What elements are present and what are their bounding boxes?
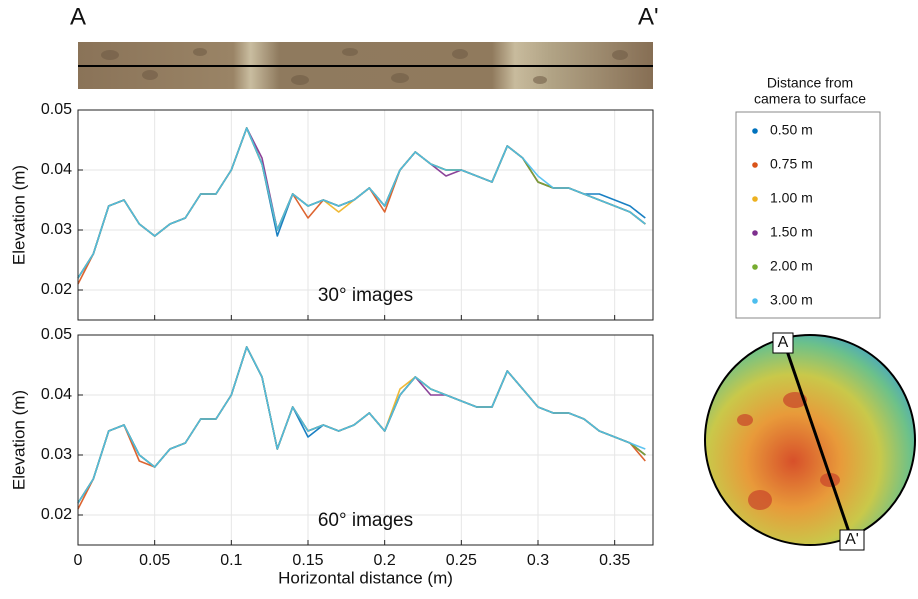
legend-marker: [752, 264, 758, 270]
x-tick-label: 0.15: [292, 552, 323, 569]
profile-line: [77, 346, 646, 504]
legend-marker: [752, 128, 758, 134]
y-tick-label: 0.05: [41, 326, 72, 343]
legend-label: 1.50 m: [770, 224, 813, 240]
plot-frame: [77, 334, 654, 546]
map-label-box: [772, 332, 794, 354]
y-tick-label: 0.02: [41, 506, 72, 523]
map-section-line: [783, 344, 852, 536]
legend-label: 1.00 m: [770, 190, 813, 206]
legend-title: Distance from: [767, 75, 853, 91]
legend-marker: [752, 162, 758, 168]
plot-frame: [77, 109, 654, 321]
legend-label: 0.75 m: [770, 156, 813, 172]
map-start-label: A: [778, 334, 789, 351]
profile-line: [77, 127, 646, 279]
legend-marker: [752, 196, 758, 202]
profile-line: [77, 346, 646, 504]
elevation-map: [704, 334, 916, 546]
y-axis-label: Elevation (m): [9, 165, 28, 265]
panel-annotation: 30° images: [318, 285, 413, 306]
profile-line: [77, 346, 646, 504]
x-tick-label: 0.2: [374, 552, 396, 569]
map-end-label: A': [845, 531, 859, 548]
legend-marker: [752, 298, 758, 304]
profile-line: [77, 346, 646, 504]
profile-line: [77, 346, 646, 504]
y-tick-label: 0.04: [41, 386, 72, 403]
x-tick-label: 0.25: [446, 552, 477, 569]
y-tick-label: 0.04: [41, 161, 72, 178]
photo-texture: [101, 48, 628, 85]
y-tick-label: 0.03: [41, 446, 72, 463]
y-tick-label: 0.05: [41, 101, 72, 118]
x-tick-label: 0.05: [139, 552, 170, 569]
x-tick-label: 0.3: [527, 552, 549, 569]
legend-label: 3.00 m: [770, 292, 813, 308]
y-axis-label: Elevation (m): [9, 390, 28, 490]
profile-line: [77, 127, 646, 279]
x-axis-label: Horizontal distance (m): [278, 568, 453, 587]
legend-label: 0.50 m: [770, 122, 813, 138]
map-label-box: [839, 529, 865, 551]
section-end-label: A': [638, 3, 659, 30]
x-tick-label: 0.35: [599, 552, 630, 569]
x-tick-label: 0.1: [220, 552, 242, 569]
legend-marker: [752, 230, 758, 236]
panel-annotation: 60° images: [318, 510, 413, 531]
profile-line: [77, 346, 646, 510]
profile-line: [77, 127, 646, 279]
y-tick-label: 0.02: [41, 281, 72, 298]
legend-label: 2.00 m: [770, 258, 813, 274]
y-tick-label: 0.03: [41, 221, 72, 238]
profile-line: [77, 127, 646, 279]
x-tick-label: 0: [74, 552, 83, 569]
legend-title: camera to surface: [754, 91, 866, 107]
profile-line: [77, 127, 646, 279]
legend-box: [735, 111, 881, 319]
profile-line: [77, 127, 646, 285]
section-start-label: A: [70, 3, 86, 30]
